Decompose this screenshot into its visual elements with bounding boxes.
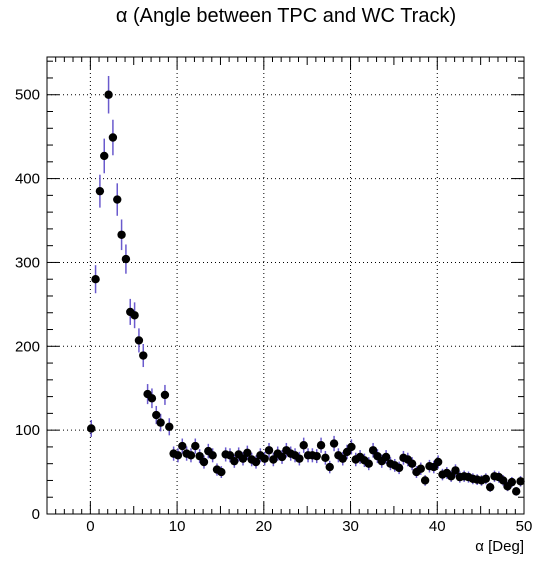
data-point [238,454,248,463]
data-point [160,390,170,400]
y-tick-label: 500 [15,87,40,104]
data-point [152,410,161,420]
x-tick-label: 40 [429,518,446,535]
data-point [277,452,287,462]
data-point [199,457,209,467]
data-point [321,453,330,463]
data-point [451,466,460,475]
data-point [381,452,391,462]
chart-title: α (Angle between TPC and WC Track) [116,5,456,27]
data-point [329,439,339,448]
x-tick-label: 50 [516,518,533,535]
data-point [173,451,183,460]
data-point [134,336,144,345]
data-point [225,451,235,460]
data-point [178,441,187,451]
data-point [95,186,105,196]
data-point [251,457,261,467]
data-point [516,477,525,486]
y-tick-label: 300 [15,254,40,271]
data-point [186,451,196,460]
y-tick-label: 0 [32,506,40,523]
data-point [147,394,157,403]
y-tick-labels: 0 100 200 300 400 500 [15,87,40,523]
x-tick-label: 20 [255,518,272,535]
data-point [217,467,226,477]
data-point [243,448,252,457]
x-axis-label: α [Deg] [475,538,524,555]
data-point [260,454,269,463]
grid [47,57,524,514]
data-point [511,487,521,496]
data-point [295,454,304,463]
data-point [91,275,100,284]
data-point [100,151,109,161]
data-points [87,90,525,496]
data-point [338,454,347,463]
x-tick-label: 30 [342,518,359,535]
data-point [108,133,118,142]
data-point [507,477,517,487]
data-point [433,457,443,467]
data-point [325,462,334,472]
data-point [156,418,165,427]
data-point [420,476,430,485]
data-point [498,476,508,485]
y-tick-label: 400 [15,171,40,188]
x-tick-label: 10 [169,518,186,535]
data-point [269,455,278,464]
data-point [191,441,200,451]
data-point [87,424,96,433]
data-point [104,90,113,99]
data-point [368,446,378,455]
data-point [485,482,495,492]
data-point [347,442,356,452]
x-tick-label: 0 [86,518,94,535]
plot-frame [46,56,525,515]
data-point [394,463,404,473]
data-point [130,311,139,320]
data-point [113,195,122,204]
data-point [264,446,274,455]
data-point [195,451,204,461]
data-point [165,422,174,431]
axis-ticks [46,57,525,515]
y-tick-label: 200 [15,338,40,355]
data-point [316,441,326,450]
data-point [299,441,308,450]
data-point [117,230,126,239]
data-point [230,456,239,466]
data-point [416,464,425,473]
data-point [481,474,491,483]
error-bars [90,75,522,496]
data-point [364,459,373,468]
data-point [121,254,131,264]
data-point [139,351,148,360]
data-point [312,451,321,461]
x-tick-labels: 0 10 20 30 40 50 [86,518,532,535]
data-point [407,459,417,468]
y-tick-label: 100 [15,422,40,439]
data-point [446,472,456,481]
data-point [208,451,217,460]
